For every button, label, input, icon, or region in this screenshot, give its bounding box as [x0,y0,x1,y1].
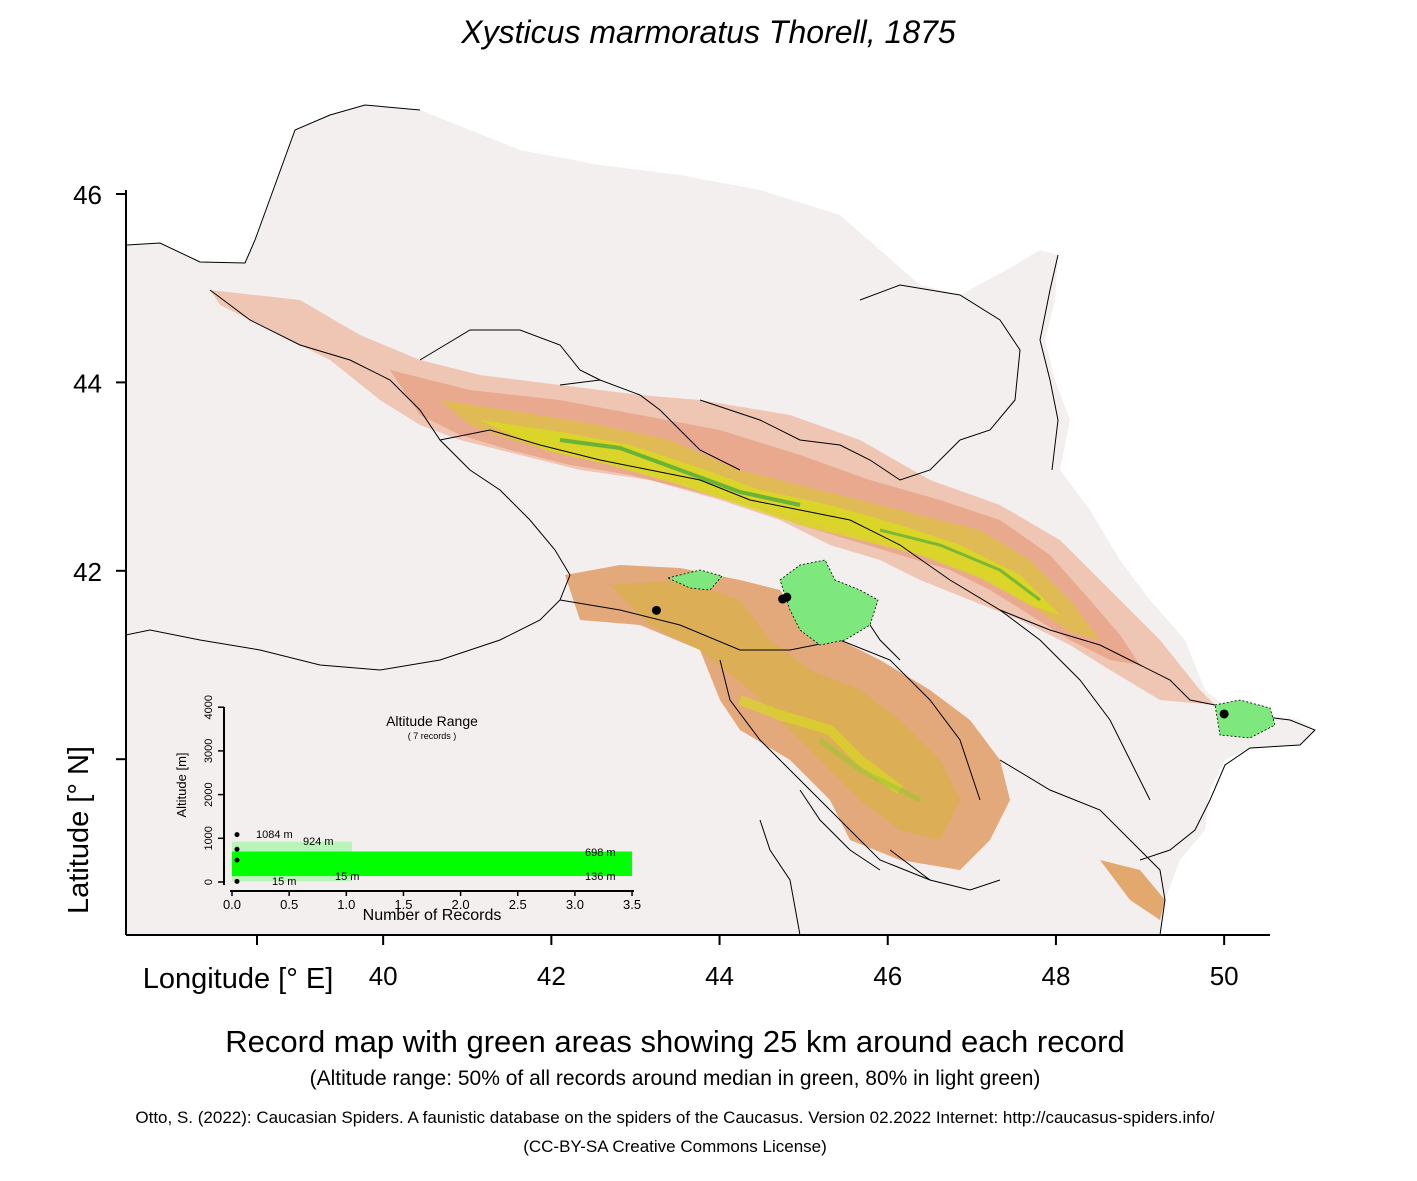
inset-y-tick-label: 2000 [203,782,215,806]
x-tick-label: 42 [537,961,566,991]
inset-x-tick-label: 1.5 [394,897,412,912]
inset-x-tick-label: 0.0 [223,897,241,912]
altitude-inset: 0.0 0.5 1.0 1.5 2.0 2.5 3.0 3.5 0 1000 2000 3000 400… [174,695,641,924]
inset-x-tick-label: 2.5 [509,897,527,912]
x-tick-label: 44 [705,961,734,991]
inset-y-tick-label: 3000 [203,739,215,763]
inset-x-tick-label: 0.5 [280,897,298,912]
x-tick-label: 50 [1210,961,1239,991]
record-point [1219,709,1229,719]
inset-record-dot [234,846,240,852]
inset-record-dot [234,857,240,863]
inset-record-dot [234,832,240,838]
inset-record-dot [234,878,240,884]
map-axes [125,190,1270,936]
x-axis-label: Longitude [° E] [143,963,334,995]
record-point [782,592,792,602]
inset-bar-50pct [232,851,633,877]
inset-label-p90: 924 m [303,836,334,848]
inset-title: Altitude Range [386,713,478,729]
x-tick-label: 48 [1041,961,1070,991]
inset-bars [232,832,633,884]
map-title: Xysticus marmoratus Thorell, 1875 [461,14,956,50]
y-tick-label: 44 [73,368,102,398]
record-buffers [666,559,1276,739]
map-ticks: 40 42 44 46 48 50 46 44 42 [73,180,1239,991]
x-tick-label: 46 [873,961,902,991]
inset-x-tick-label: 2.0 [452,897,470,912]
inset-label-max: 1084 m [256,829,293,841]
citation-text: Otto, S. (2022): Caucasian Spiders. A fa… [135,1108,1215,1127]
inset-label-p75: 698 m [585,847,616,859]
record-point [651,605,661,615]
inset-y-tick-label: 4000 [203,695,215,719]
inset-x-tick-label: 3.5 [623,897,641,912]
inset-subtitle: ( 7 records ) [408,731,457,741]
inset-y-tick-label: 1000 [203,826,215,850]
inset-y-tick-label: 0 [203,879,215,885]
relief-land [126,105,1315,935]
inset-label-p25: 136 m [585,871,616,883]
inset-x-tick-label: 3.0 [566,897,584,912]
inset-label-p10: 15 m [335,871,359,883]
y-axis-label: Latitude [° N] [63,746,95,914]
record-points [651,592,1229,719]
inset-ylabel: Altitude [m] [174,752,189,817]
inset-label-min: 15 m [272,876,296,888]
inset-x-tick-label: 1.0 [337,897,355,912]
map-caption: Record map with green areas showing 25 k… [225,1024,1125,1059]
x-tick-label: 40 [369,961,398,991]
inset-ticks: 0.0 0.5 1.0 1.5 2.0 2.5 3.0 3.5 0 1000 2000 3000 400… [203,695,641,912]
y-tick-label: 46 [73,180,102,210]
license-text: (CC-BY-SA Creative Commons License) [523,1137,827,1156]
inset-xlabel: Number of Records [363,907,502,924]
map-subcaption: (Altitude range: 50% of all records arou… [309,1067,1041,1090]
y-tick-label: 42 [73,557,102,587]
